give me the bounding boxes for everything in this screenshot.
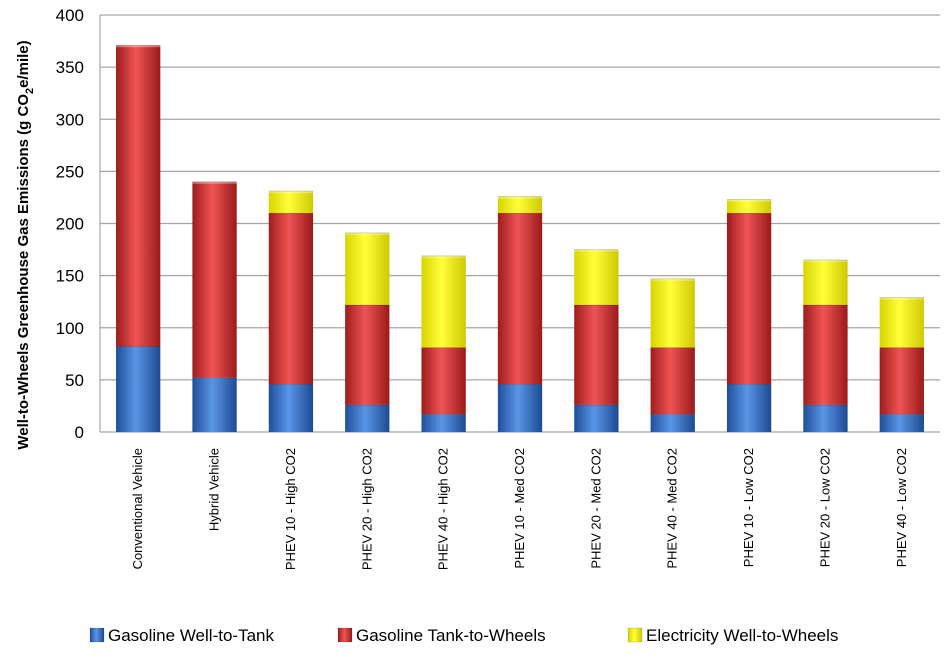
x-tick-label: Conventional Vehicle — [130, 448, 145, 569]
bar-top-cap — [421, 254, 466, 258]
bar-gasoline-tank-to-wheels-phev-20-med-co2 — [574, 304, 619, 405]
bar-gasoline-tank-to-wheels-conventional-vehicle — [116, 45, 161, 347]
bar-gasoline-well-to-tank-hybrid-vehicle — [192, 377, 237, 432]
x-tick-label: PHEV 20 - Low CO2 — [817, 448, 832, 567]
x-tick-label: PHEV 40 - High CO2 — [436, 448, 451, 570]
bar-electricity-well-to-wheels-phev-20-med-co2 — [574, 249, 619, 305]
bar-gasoline-well-to-tank-phev-10-low-co2 — [726, 384, 772, 432]
legend-swatch-electricity-well-to-wheels — [627, 627, 643, 643]
bar-gasoline-tank-to-wheels-phev-40-low-co2 — [879, 347, 924, 415]
bar-electricity-well-to-wheels-phev-10-med-co2 — [497, 196, 543, 214]
bar-gasoline-tank-to-wheels-phev-40-high-co2 — [421, 347, 466, 415]
bar-electricity-well-to-wheels-phev-20-low-co2 — [803, 259, 848, 305]
legend-swatch-gasoline-well-to-tank — [89, 627, 105, 643]
x-tick-label: PHEV 20 - High CO2 — [359, 448, 374, 570]
bar-electricity-well-to-wheels-phev-10-high-co2 — [268, 191, 314, 214]
x-axis-labels: Conventional Vehicle Hybrid Vehicle PHEV 1… — [130, 448, 909, 570]
y-tick-label: 200 — [56, 215, 84, 234]
y-tick-label: 250 — [56, 162, 84, 181]
bar-gasoline-well-to-tank-phev-40-med-co2 — [650, 414, 695, 432]
y-tick-label: 350 — [56, 58, 84, 77]
bar-top-cap — [345, 231, 390, 235]
bar-electricity-well-to-wheels-phev-10-low-co2 — [726, 199, 772, 214]
bar-gasoline-tank-to-wheels-phev-40-med-co2 — [650, 347, 695, 415]
x-tick-label: PHEV 10 - Low CO2 — [741, 448, 756, 567]
bar-electricity-well-to-wheels-phev-40-low-co2 — [879, 297, 924, 348]
y-tick-label: 100 — [56, 319, 84, 338]
x-tick-label: Hybrid Vehicle — [207, 448, 222, 531]
bar-electricity-well-to-wheels-phev-40-high-co2 — [421, 255, 466, 348]
x-tick-label: PHEV 40 - Low CO2 — [894, 448, 909, 567]
bar-top-cap — [726, 198, 772, 202]
x-tick-label: PHEV 10 - High CO2 — [283, 448, 298, 570]
y-tick-label: 400 — [56, 6, 84, 25]
y-tick-label: 150 — [56, 267, 84, 286]
legend: Gasoline Well-to-Tank Gasoline Tank-to-Wh… — [89, 626, 838, 645]
bar-gasoline-tank-to-wheels-hybrid-vehicle — [192, 181, 237, 378]
bar-top-cap — [116, 44, 161, 48]
bar-top-cap — [574, 248, 619, 252]
bar-gasoline-well-to-tank-phev-10-high-co2 — [268, 384, 314, 432]
bar-gasoline-tank-to-wheels-phev-10-med-co2 — [497, 213, 543, 385]
x-tick-label: PHEV 40 - Med CO2 — [665, 448, 680, 569]
x-tick-label: PHEV 20 - Med CO2 — [588, 448, 603, 569]
bar-gasoline-well-to-tank-phev-20-low-co2 — [803, 404, 848, 432]
legend-swatch-gasoline-tank-to-wheels — [337, 627, 353, 643]
bar-gasoline-well-to-tank-phev-40-high-co2 — [421, 414, 466, 432]
bar-gasoline-well-to-tank-phev-20-high-co2 — [345, 404, 390, 432]
y-tick-label: 0 — [75, 423, 84, 442]
bar-gasoline-tank-to-wheels-phev-20-low-co2 — [803, 304, 848, 405]
bar-top-cap — [497, 195, 543, 199]
y-tick-label: 50 — [65, 371, 84, 390]
bar-gasoline-well-to-tank-phev-10-med-co2 — [497, 384, 543, 432]
legend-label-gasoline-well-to-tank: Gasoline Well-to-Tank — [108, 626, 274, 645]
legend-label-electricity-well-to-wheels: Electricity Well-to-Wheels — [646, 626, 838, 645]
bar-top-cap — [268, 190, 314, 194]
bar-gasoline-well-to-tank-conventional-vehicle — [116, 346, 161, 432]
x-tick-label: PHEV 10 - Med CO2 — [512, 448, 527, 569]
bar-electricity-well-to-wheels-phev-20-high-co2 — [345, 232, 390, 305]
bar-top-cap — [192, 180, 237, 184]
bar-top-cap — [650, 277, 695, 281]
bar-gasoline-tank-to-wheels-phev-10-low-co2 — [726, 213, 772, 385]
bar-gasoline-well-to-tank-phev-40-low-co2 — [879, 414, 924, 432]
y-axis-ticks: 0 50 100 150 200 250 300 350 400 — [56, 6, 84, 442]
bar-gasoline-well-to-tank-phev-20-med-co2 — [574, 404, 619, 432]
bar-gasoline-tank-to-wheels-phev-10-high-co2 — [268, 213, 314, 385]
y-tick-label: 300 — [56, 110, 84, 129]
bar-top-cap — [803, 258, 848, 262]
legend-label-gasoline-tank-to-wheels: Gasoline Tank-to-Wheels — [356, 626, 546, 645]
bar-top-cap — [879, 296, 924, 300]
bar-electricity-well-to-wheels-phev-40-med-co2 — [650, 278, 695, 348]
bars — [116, 44, 924, 432]
bar-gasoline-tank-to-wheels-phev-20-high-co2 — [345, 304, 390, 405]
y-axis-label: Well-to-Wheels Greenhouse Gas Emissions … — [15, 40, 36, 449]
